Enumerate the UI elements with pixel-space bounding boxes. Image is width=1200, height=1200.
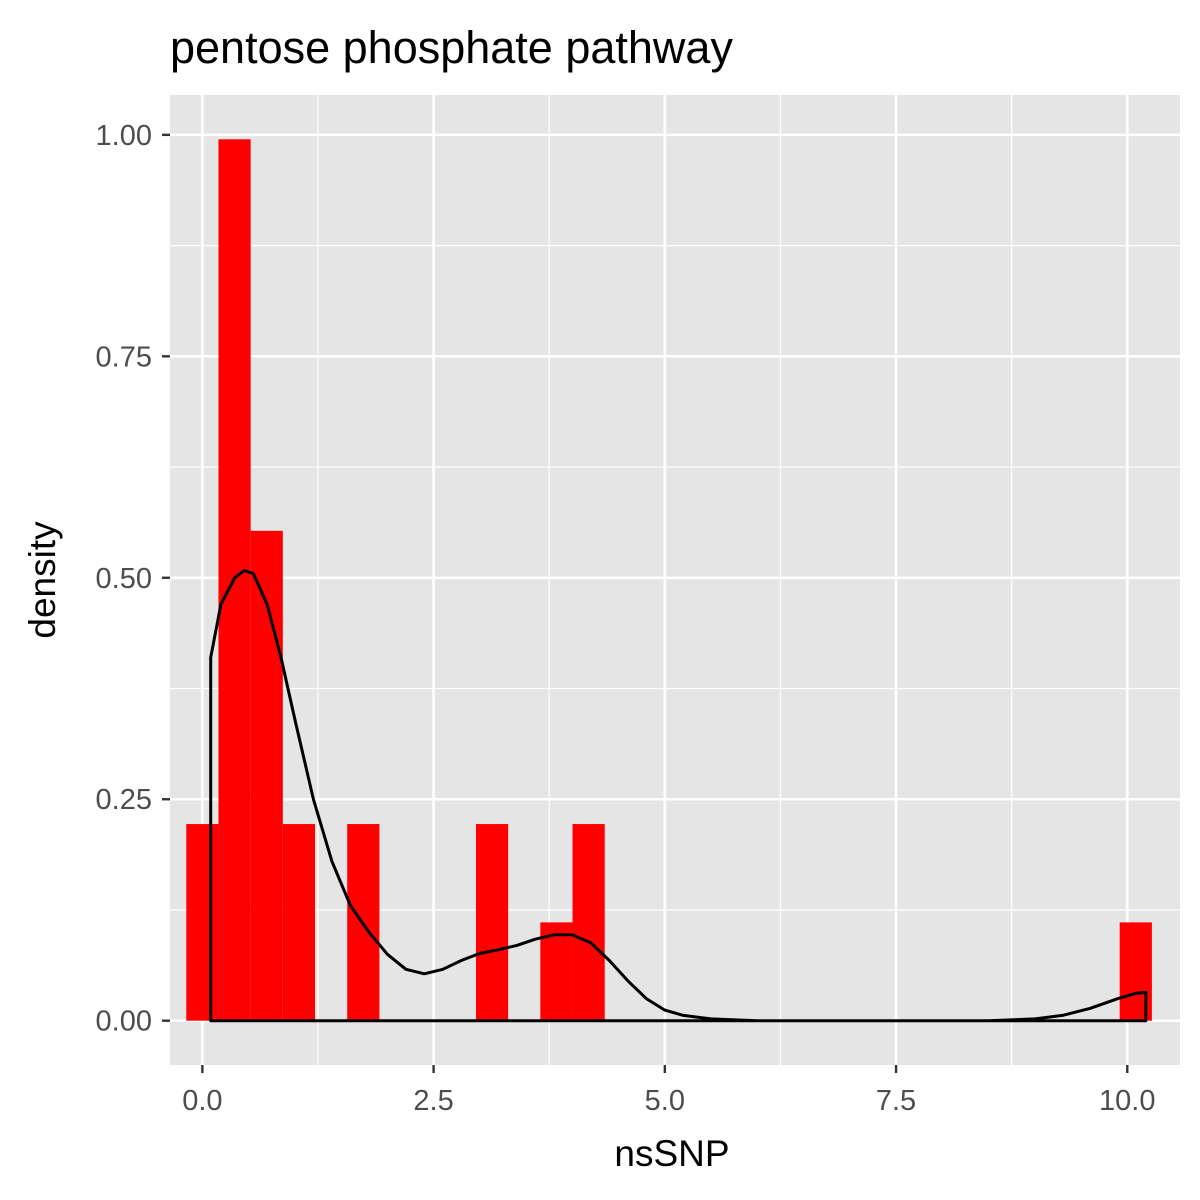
histogram-bar	[572, 824, 605, 1021]
histogram-bar	[186, 824, 219, 1021]
x-tick-label: 10.0	[1099, 1085, 1155, 1117]
histogram-bar	[250, 530, 283, 1021]
plot-panel	[170, 95, 1180, 1065]
histogram-bar	[540, 922, 573, 1021]
histogram-bar	[282, 824, 316, 1021]
x-tick-label: 0.0	[182, 1085, 222, 1117]
chart-title: pentose phosphate pathway	[170, 22, 733, 73]
x-axis: 0.0 2.5 5.0 7.5 10.0	[182, 1065, 1156, 1117]
y-tick-label: 0.00	[96, 1006, 152, 1038]
y-tick-label: 1.00	[96, 120, 152, 152]
x-tick-label: 5.0	[645, 1085, 685, 1117]
histogram-bar	[475, 824, 509, 1021]
x-tick-label: 2.5	[413, 1085, 453, 1117]
y-axis: 0.00 0.25 0.50 0.75 1.00	[96, 120, 170, 1038]
x-axis-title: nsSNP	[614, 1133, 729, 1174]
y-tick-label: 0.25	[96, 784, 152, 816]
density-curve	[209, 569, 1148, 1023]
y-axis-title: density	[22, 521, 63, 639]
y-tick-label: 0.50	[96, 563, 152, 595]
histogram-bars	[186, 139, 1152, 1021]
y-tick-label: 0.75	[96, 341, 152, 373]
x-tick-label: 7.5	[876, 1085, 916, 1117]
